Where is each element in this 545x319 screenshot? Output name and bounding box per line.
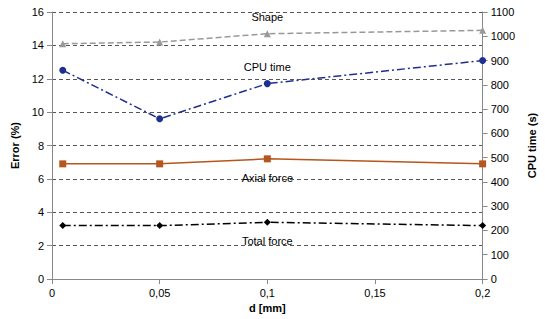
svg-text:0: 0 [38, 273, 44, 285]
svg-text:0,2: 0,2 [475, 287, 490, 299]
svg-text:Shape: Shape [251, 11, 283, 23]
svg-text:14: 14 [32, 39, 44, 51]
svg-text:6: 6 [38, 173, 44, 185]
svg-text:2: 2 [38, 240, 44, 252]
svg-text:12: 12 [32, 73, 44, 85]
svg-text:600: 600 [491, 127, 509, 139]
svg-text:800: 800 [491, 79, 509, 91]
svg-text:1100: 1100 [491, 6, 515, 18]
svg-text:CPU time (s): CPU time (s) [526, 112, 538, 178]
svg-text:100: 100 [491, 249, 509, 261]
svg-text:500: 500 [491, 152, 509, 164]
svg-text:CPU time: CPU time [244, 61, 291, 73]
svg-text:200: 200 [491, 224, 509, 236]
svg-text:400: 400 [491, 176, 509, 188]
svg-text:300: 300 [491, 200, 509, 212]
svg-text:0,15: 0,15 [364, 287, 385, 299]
svg-text:Total force: Total force [242, 235, 293, 247]
svg-text:10: 10 [32, 106, 44, 118]
svg-text:d [mm]: d [mm] [249, 302, 286, 314]
svg-text:1000: 1000 [491, 30, 515, 42]
svg-text:0,05: 0,05 [149, 287, 170, 299]
svg-text:700: 700 [491, 103, 509, 115]
svg-text:16: 16 [32, 6, 44, 18]
svg-text:Axial force: Axial force [242, 172, 293, 184]
svg-text:4: 4 [38, 206, 44, 218]
svg-text:0,1: 0,1 [260, 287, 275, 299]
svg-text:900: 900 [491, 55, 509, 67]
svg-text:8: 8 [38, 140, 44, 152]
svg-text:Error (%): Error (%) [9, 122, 21, 169]
svg-text:0: 0 [491, 273, 497, 285]
svg-text:0: 0 [49, 287, 55, 299]
